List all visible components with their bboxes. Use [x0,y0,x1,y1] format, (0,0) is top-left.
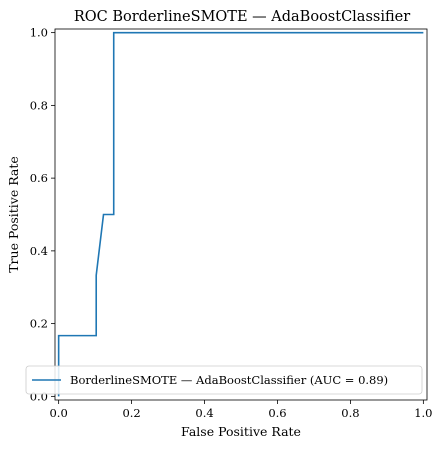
x-tick-label: 0.6 [268,406,286,420]
y-axis-label: True Positive Rate [6,156,21,273]
y-axis: 0.00.20.40.60.81.0 [30,26,55,403]
x-tick-label: 0.8 [341,406,359,420]
y-tick-label: 0.8 [30,98,48,112]
chart-title: ROC BorderlineSMOTE — AdaBoostClassifier [74,9,410,25]
legend: BorderlineSMOTE — AdaBoostClassifier (AU… [25,365,423,395]
plot-frame [54,28,428,401]
x-axis: 0.0 0.2 0.4 0.6 0.8 1.0 [49,400,433,420]
y-tick-label: 0.6 [30,171,48,185]
y-tick-label: 0.4 [30,244,48,258]
x-tick-label: 0.0 [49,406,67,420]
y-tick-label: 0.2 [30,317,48,331]
x-axis-label: False Positive Rate [181,424,301,439]
x-tick-label: 0.4 [195,406,213,420]
plot-area [57,31,424,397]
legend-box [25,365,423,395]
x-tick-label: 0.2 [122,406,140,420]
y-tick-label: 1.0 [30,26,48,40]
roc-curve-series-0 [57,31,424,397]
legend-entry: BorderlineSMOTE — AdaBoostClassifier (AU… [70,373,388,387]
x-tick-label: 1.0 [414,406,432,420]
